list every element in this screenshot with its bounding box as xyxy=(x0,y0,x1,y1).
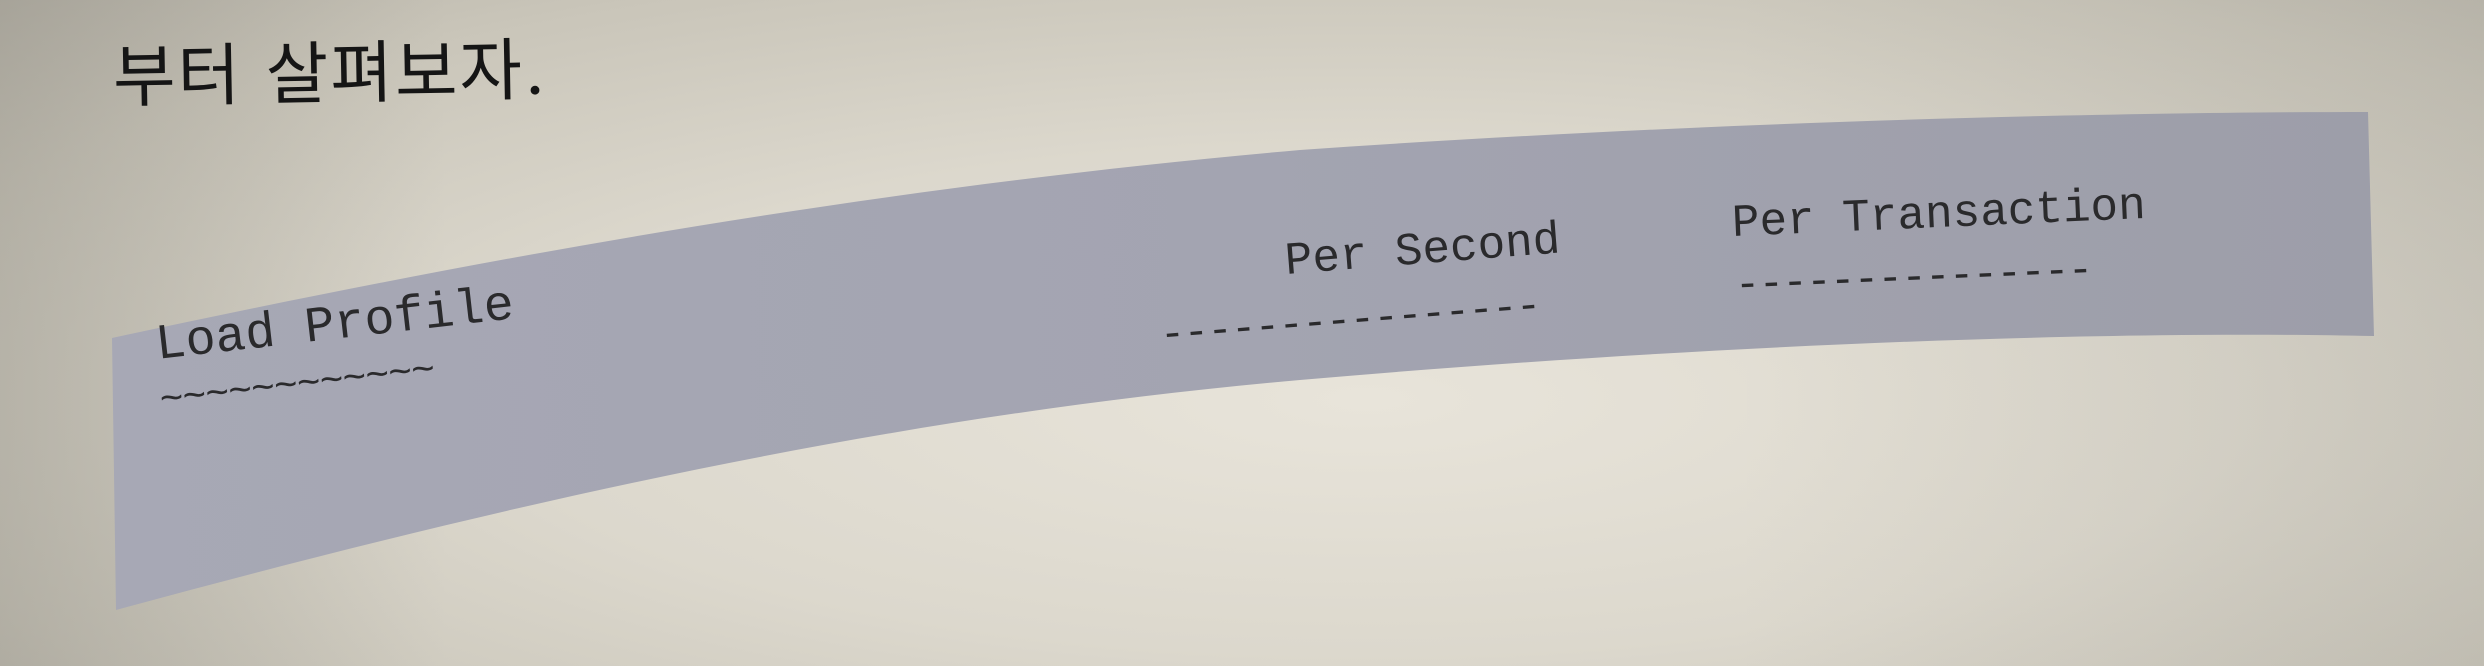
code-block-background xyxy=(112,112,2374,610)
code-block: Load Profile ~~~~~~~~~~~~ Per Second ---… xyxy=(112,112,2374,610)
